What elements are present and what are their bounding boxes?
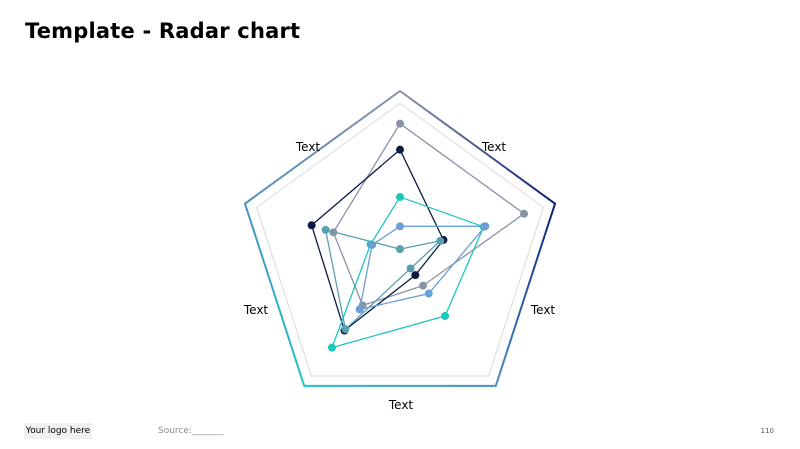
radar-series-group — [307, 119, 529, 352]
radar-series-point — [418, 281, 427, 290]
radar-axis-label: Text — [295, 140, 321, 154]
radar-series-point — [396, 222, 404, 231]
logo-placeholder: Your logo here — [24, 423, 92, 439]
radar-axis-labels: Text Text Text Text Text — [243, 140, 556, 412]
radar-axis-label: Text — [243, 303, 269, 317]
radar-grid — [256, 102, 544, 377]
radar-series-point — [481, 222, 490, 231]
radar-frame-edge — [243, 90, 401, 205]
radar-series-point — [396, 145, 404, 154]
radar-series-point — [411, 271, 420, 280]
radar-axis-label: Text — [481, 140, 507, 154]
source-note: Source:_______ — [158, 426, 224, 436]
radar-series-point — [396, 192, 404, 201]
radar-frame-edge — [494, 202, 557, 387]
radar-grid-ring — [256, 102, 544, 377]
radar-series-line — [359, 225, 486, 311]
radar-series-point — [355, 305, 364, 314]
radar-series-point — [396, 245, 404, 254]
radar-series-line — [324, 229, 441, 330]
radar-frame — [243, 90, 557, 387]
radar-axis-label: Text — [530, 303, 556, 317]
radar-frame-edge — [243, 202, 306, 387]
page-number: 110 — [760, 427, 774, 435]
radar-series-point — [424, 289, 433, 298]
radar-series-point — [436, 236, 445, 245]
radar-series-line — [332, 122, 525, 307]
radar-series-point — [327, 343, 336, 352]
radar-series-line — [310, 149, 445, 332]
radar-series-point — [341, 325, 350, 334]
radar-series-point — [441, 311, 450, 320]
radar-series-point — [396, 119, 404, 128]
radar-series-point — [307, 221, 316, 230]
radar-series-point — [520, 209, 529, 218]
radar-axis-label: Text — [388, 398, 414, 412]
radar-series-point — [406, 264, 415, 273]
radar-frame-edge — [399, 90, 557, 205]
page-title: Template - Radar chart — [25, 19, 301, 43]
radar-series-line — [331, 196, 485, 349]
radar-series-point — [321, 225, 330, 234]
